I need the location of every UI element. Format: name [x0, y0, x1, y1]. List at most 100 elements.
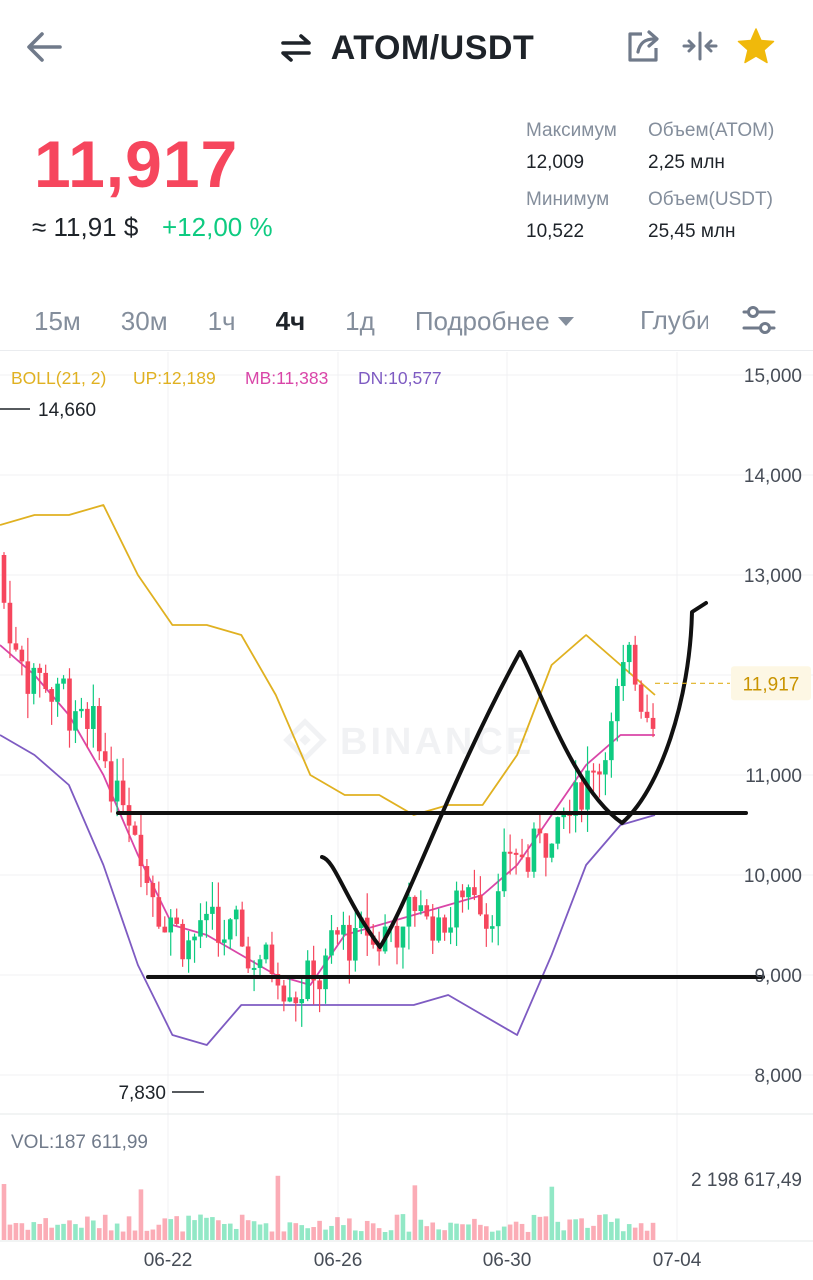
volume-quote-label: Объем(USDT) — [648, 189, 773, 210]
y-tick-label: 11,000 — [745, 766, 802, 787]
candle-body — [442, 917, 447, 933]
candle-body — [412, 896, 418, 912]
volume-bar — [37, 1223, 43, 1240]
candle-body — [305, 960, 310, 1000]
volume-bar — [591, 1225, 596, 1240]
candle-body — [102, 751, 108, 762]
candle-body — [186, 940, 191, 960]
volume-bar — [31, 1222, 37, 1240]
compare-icon[interactable] — [680, 26, 720, 66]
candle-body — [114, 780, 120, 802]
volume-bar — [85, 1216, 90, 1240]
candle-body — [25, 661, 31, 694]
candle-body — [222, 939, 227, 943]
x-tick-label: 06-22 — [144, 1250, 193, 1271]
volume-bar — [620, 1231, 626, 1240]
pair-selector[interactable]: ATOM/USDT — [0, 26, 813, 70]
candle-body — [210, 906, 215, 914]
volume-bar — [138, 1189, 144, 1240]
volume-bar — [460, 1224, 465, 1240]
volume-bar — [186, 1215, 191, 1240]
volume-bar — [19, 1223, 25, 1240]
low-24h-label: Минимум — [526, 189, 610, 210]
candle-body — [168, 917, 174, 933]
tab-30m[interactable]: 30м — [120, 305, 168, 336]
volume-bar — [632, 1227, 638, 1240]
candle-body — [650, 717, 656, 729]
candle-body — [126, 805, 132, 826]
candle-body — [472, 887, 477, 896]
volume-bar — [579, 1218, 584, 1240]
candle-body — [120, 780, 126, 806]
candle-body — [85, 708, 90, 729]
volume-bar — [43, 1218, 48, 1240]
volume-bar — [561, 1230, 567, 1240]
interval-tabs: 15м 30м 1ч 4ч 1д Подробнее — [34, 302, 614, 340]
candle-body — [7, 602, 13, 644]
volume-bar — [370, 1223, 376, 1240]
candle-body — [341, 924, 346, 935]
volume-bar — [269, 1231, 275, 1240]
candle-body — [19, 649, 25, 662]
favorite-star-icon[interactable] — [736, 26, 776, 66]
candle-body — [144, 866, 150, 883]
volume-bar — [317, 1220, 322, 1240]
volume-bar — [585, 1227, 590, 1240]
watermark-text: BINANCE — [340, 721, 534, 763]
candle-body — [299, 999, 305, 1004]
volume-bar — [13, 1223, 19, 1240]
volume-bar — [489, 1231, 495, 1240]
volume-bar — [55, 1224, 60, 1240]
volume-bar — [448, 1222, 453, 1240]
volume-bar — [263, 1223, 269, 1240]
tab-1d[interactable]: 1д — [345, 305, 375, 336]
tab-15m[interactable]: 15м — [34, 305, 81, 336]
candle-body — [323, 955, 328, 990]
tab-4h[interactable]: 4ч — [275, 305, 306, 336]
tab-more[interactable]: Подробнее — [415, 306, 574, 337]
chart-settings-icon[interactable] — [740, 302, 778, 338]
candle-body — [454, 890, 459, 928]
volume-bar — [537, 1216, 543, 1240]
candle-body — [67, 678, 72, 731]
volume-bar — [132, 1230, 138, 1240]
volume-bar — [245, 1220, 251, 1240]
volume-bar — [49, 1227, 54, 1240]
volume-quote-value: 25,45 млн — [648, 221, 736, 242]
volume-bar — [388, 1230, 394, 1240]
volume-bar — [472, 1218, 477, 1240]
volume-bar — [293, 1223, 299, 1240]
y-tick-label: 13,000 — [744, 566, 802, 587]
min-marker-label: 7,830 — [118, 1083, 166, 1104]
candle-body — [460, 890, 465, 898]
back-arrow-icon[interactable] — [22, 24, 68, 70]
candle-body — [329, 930, 334, 956]
volume-bar — [233, 1228, 239, 1240]
volume-bar — [120, 1231, 126, 1240]
last-price-tag — [731, 666, 811, 701]
candle-body — [555, 817, 561, 844]
volume-bar — [126, 1216, 132, 1240]
candle-body — [251, 967, 257, 970]
volume-bar — [275, 1175, 281, 1240]
volume-bar — [222, 1224, 227, 1240]
candle-body — [269, 944, 275, 974]
volume-bar — [323, 1229, 328, 1240]
candle-body — [358, 917, 364, 929]
volume-bar — [192, 1220, 197, 1240]
candles — [1, 552, 656, 1027]
candle-body — [180, 923, 185, 960]
candle-body — [1, 555, 7, 603]
share-icon[interactable] — [624, 26, 664, 66]
volume-bar — [513, 1221, 519, 1240]
volume-bar — [376, 1228, 382, 1240]
last-price-tag-text: 11,917 — [743, 674, 800, 695]
candlestick-chart[interactable]: BINANCE 15,000 14,000 13,000 11,000 10,000 9,… — [0, 352, 813, 1280]
candle-body — [79, 708, 84, 712]
tab-depth[interactable]: Глуби — [640, 296, 708, 344]
tab-depth-label: Глуби — [640, 305, 708, 335]
candle-body — [227, 919, 233, 940]
volume-bar — [198, 1214, 203, 1240]
volume-bar — [7, 1224, 13, 1240]
tab-1h[interactable]: 1ч — [207, 305, 236, 336]
